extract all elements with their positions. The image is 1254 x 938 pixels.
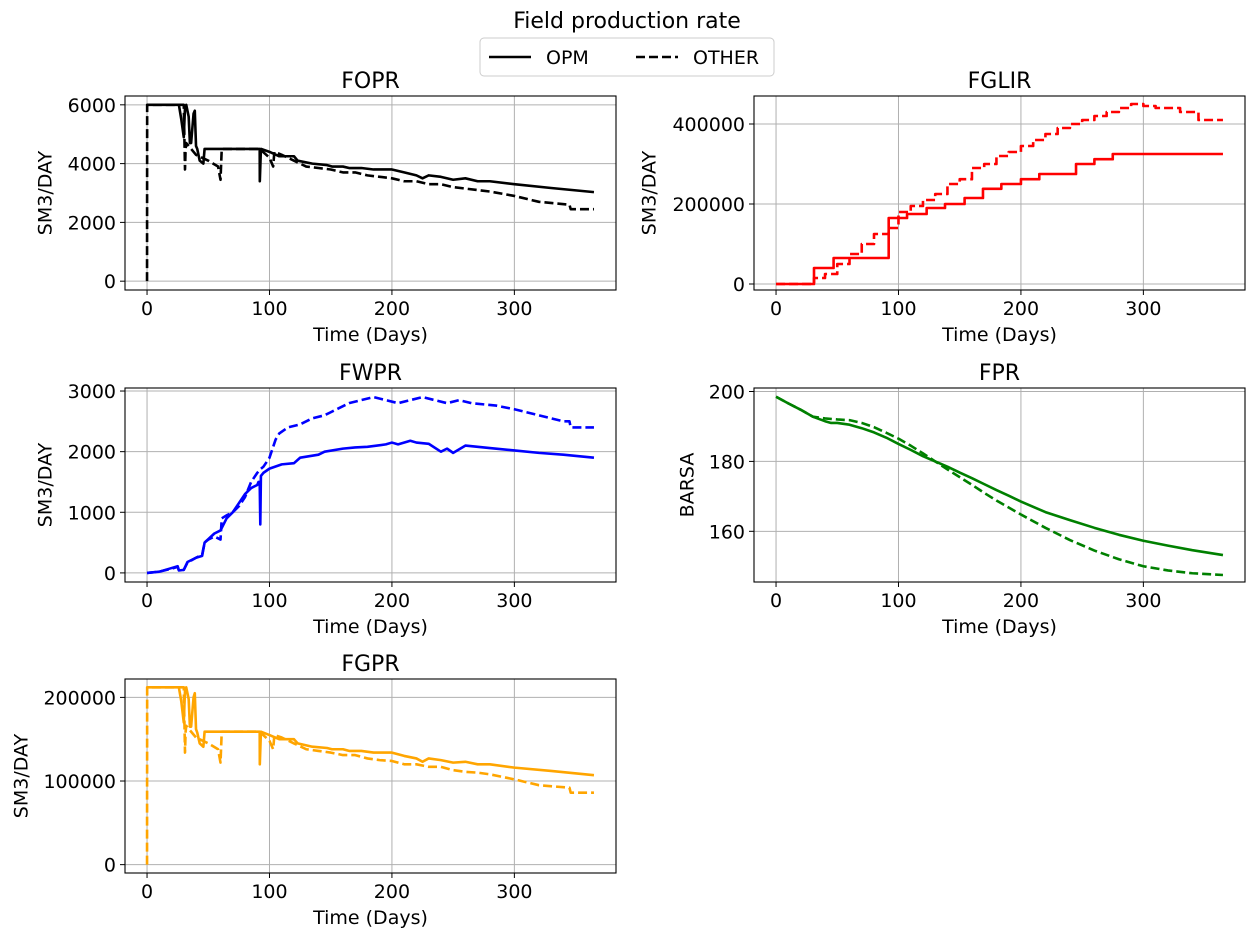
- y-axis-label: SM3/DAY: [35, 150, 57, 235]
- plot-area: [754, 96, 1245, 290]
- y-tick-label: 1000: [68, 502, 116, 524]
- y-tick-label: 100000: [43, 771, 116, 793]
- x-tick-label: 100: [251, 881, 287, 903]
- plot-area: [125, 96, 616, 290]
- subplot-title: FOPR: [341, 69, 400, 94]
- subplot-title: FGLIR: [968, 69, 1032, 94]
- axes-frame: [124, 678, 617, 874]
- x-tick-label: 300: [496, 881, 532, 903]
- x-tick-label: 0: [141, 590, 153, 612]
- legend-label-opm: OPM: [546, 47, 589, 69]
- figure-title: Field production rate: [513, 9, 741, 34]
- x-axis-label: Time (Days): [312, 907, 428, 929]
- x-tick-label: 200: [374, 590, 410, 612]
- subplot-fglir: 0 100 200 300 0 200000 400000 FGLIR Time (Days) S…: [639, 69, 1246, 346]
- y-tick-label: 200: [709, 381, 745, 403]
- legend: OPM OTHER: [479, 37, 775, 77]
- x-tick-label: 300: [1125, 590, 1161, 612]
- plot-area: [754, 388, 1245, 582]
- subplot-fpr: 0 100 200 300 160 180 200 FPR Time (Days) BARSA: [677, 361, 1246, 638]
- legend-label-other: OTHER: [693, 47, 759, 69]
- series-line-opm: [776, 152, 1223, 286]
- x-tick-label: 100: [880, 590, 916, 612]
- y-tick-label: 2000: [68, 442, 116, 464]
- y-axis-label: SM3/DAY: [35, 442, 57, 527]
- axes-frame: [124, 387, 617, 583]
- y-tick-label: 0: [104, 271, 116, 293]
- series-line-other: [776, 102, 1223, 286]
- axes-frame: [753, 387, 1246, 583]
- y-tick-label: 2000: [68, 212, 116, 234]
- subplot-fopr: 0 100 200 300 0 2000 4000 6000 FOPR Time (Days) SM…: [35, 69, 617, 346]
- series-line-other: [145, 103, 594, 282]
- y-axis-label: SM3/DAY: [11, 733, 33, 818]
- y-tick-label: 160: [709, 521, 745, 543]
- plot-area: [125, 679, 616, 873]
- series-line-opm: [147, 103, 595, 194]
- y-axis-label: SM3/DAY: [639, 150, 661, 235]
- y-tick-label: 200000: [672, 194, 745, 216]
- series-line-other: [146, 395, 594, 575]
- axes-frame: [753, 95, 1246, 291]
- x-tick-label: 300: [496, 298, 532, 320]
- x-tick-label: 100: [251, 590, 287, 612]
- subplot-fgpr: 0 100 200 300 0 100000 200000 FGPR Time (Days) SM…: [11, 652, 617, 929]
- x-tick-label: 0: [141, 298, 153, 320]
- subplot-title: FGPR: [341, 652, 399, 677]
- axes-frame: [124, 95, 617, 291]
- x-tick-label: 0: [141, 881, 153, 903]
- y-tick-label: 0: [733, 274, 745, 296]
- plot-area: [125, 388, 616, 582]
- y-axis-label: BARSA: [677, 453, 699, 518]
- series-line-opm: [147, 686, 595, 777]
- subplot-title: FPR: [979, 361, 1020, 386]
- y-tick-label: 3000: [68, 381, 116, 403]
- legend-box: [479, 37, 775, 77]
- y-tick-label: 0: [104, 563, 116, 585]
- x-tick-label: 100: [880, 298, 916, 320]
- x-tick-label: 100: [251, 298, 287, 320]
- series-line-other: [145, 686, 594, 865]
- y-tick-label: 200000: [43, 687, 116, 709]
- series-line-other: [775, 395, 1224, 577]
- y-tick-label: 400000: [672, 114, 745, 136]
- x-tick-label: 300: [496, 590, 532, 612]
- series-line-opm: [775, 395, 1224, 557]
- x-tick-label: 0: [770, 298, 782, 320]
- y-tick-label: 180: [709, 451, 745, 473]
- x-axis-label: Time (Days): [312, 324, 428, 346]
- y-tick-label: 0: [104, 855, 116, 877]
- subplot-title: FWPR: [339, 361, 402, 386]
- x-tick-label: 0: [770, 590, 782, 612]
- x-tick-label: 200: [374, 298, 410, 320]
- y-tick-label: 6000: [68, 95, 116, 117]
- x-axis-label: Time (Days): [941, 616, 1057, 638]
- x-tick-label: 200: [374, 881, 410, 903]
- x-tick-label: 200: [1003, 590, 1039, 612]
- x-tick-label: 200: [1003, 298, 1039, 320]
- y-tick-label: 4000: [68, 154, 116, 176]
- series-line-opm: [146, 439, 595, 575]
- x-axis-label: Time (Days): [941, 324, 1057, 346]
- x-axis-label: Time (Days): [312, 616, 428, 638]
- x-tick-label: 300: [1125, 298, 1161, 320]
